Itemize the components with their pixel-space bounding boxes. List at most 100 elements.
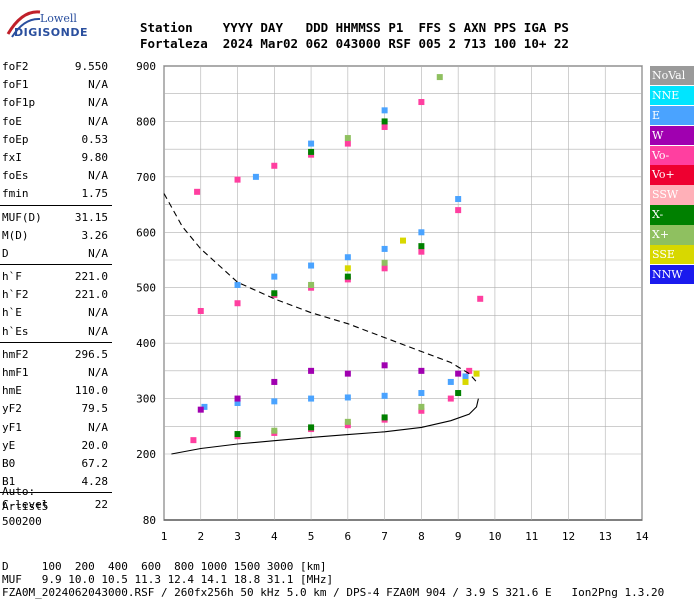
param-value: N/A: [88, 306, 108, 320]
data-point-e: [234, 281, 241, 288]
data-point-e: [308, 140, 315, 147]
param-key: B0: [2, 456, 16, 470]
chart-marks: [190, 74, 484, 444]
x-tick-label: 8: [418, 530, 425, 543]
param-key: fmin: [2, 187, 29, 201]
param-value: 0.53: [81, 132, 109, 146]
param-value: 1.75: [81, 187, 109, 201]
param-value: 296.5: [74, 347, 108, 361]
footer-line2: MUF 9.9 10.0 10.5 11.3 12.4 14.1 18.8 31…: [2, 573, 334, 586]
param-value: 221.0: [74, 270, 108, 284]
data-point-e: [462, 373, 469, 380]
param-value: N/A: [88, 78, 108, 92]
data-point-e: [344, 254, 351, 261]
y-tick-label: 80: [143, 514, 156, 527]
data-point-e: [271, 273, 278, 280]
legend-item-w: W: [650, 125, 694, 146]
footer-line1: D 100 200 400 600 800 1000 1500 3000 [km…: [2, 560, 327, 573]
data-point-x: [308, 148, 315, 155]
param-row: hmE 110.0: [0, 382, 112, 400]
data-point-x: [381, 118, 388, 125]
legend-item-vo: Vo+: [650, 165, 694, 185]
param-key: B1: [2, 475, 16, 489]
data-point-x: [418, 243, 425, 250]
data-point-vo: [466, 367, 473, 374]
plot-frame: [163, 65, 643, 521]
param-key: hmF1: [2, 366, 29, 379]
param-key: hmF2: [2, 347, 29, 361]
param-key: foE: [2, 114, 22, 128]
param-row: hmF2 296.5: [0, 346, 112, 364]
param-row: yF2 79.5: [0, 400, 112, 418]
data-point-e: [252, 173, 259, 180]
data-point-x: [344, 135, 351, 142]
solid-curve: [171, 398, 479, 455]
param-row: foE N/A: [0, 113, 112, 131]
param-value: 22: [94, 498, 108, 512]
footer: D 100 200 400 600 800 1000 1500 3000 [km…: [2, 560, 664, 599]
param-row: fxI 9.80: [0, 149, 112, 167]
x-tick-label: 10: [488, 530, 501, 543]
x-tick-label: 11: [525, 530, 538, 543]
x-tick-label: 6: [345, 530, 352, 543]
param-row: hmF1 N/A: [0, 364, 112, 382]
legend-item-sse: SSE: [650, 245, 694, 265]
data-point-vo: [234, 300, 241, 307]
logo: Lowell DIGISONDE: [4, 4, 124, 40]
param-value: 31.15: [74, 210, 108, 224]
y-tick-label: 400: [136, 337, 156, 350]
data-point-vo: [344, 140, 351, 147]
param-row: h`E N/A: [0, 304, 112, 322]
legend-item-nnw: NNW: [650, 264, 694, 285]
y-tick-label: 300: [136, 393, 156, 406]
data-point-x: [344, 273, 351, 280]
data-point-w: [308, 367, 315, 374]
param-value: N/A: [88, 114, 108, 128]
data-point-w: [344, 370, 351, 377]
param-row: foF1p N/A: [0, 94, 112, 112]
param-value: N/A: [88, 246, 108, 260]
param-value: N/A: [88, 96, 108, 110]
param-divider: [0, 341, 112, 346]
param-value: N/A: [88, 420, 108, 434]
data-point-vo: [418, 99, 425, 106]
param-key: h`E: [2, 306, 22, 320]
data-point-vo: [418, 407, 425, 414]
param-row: MUF(D) 31.15: [0, 209, 112, 227]
data-point-e: [447, 378, 454, 385]
data-point-x: [271, 290, 278, 297]
data-point-w: [381, 362, 388, 369]
data-point-vo: [190, 437, 197, 444]
data-point-w: [234, 395, 241, 402]
auto-line1: Auto:: [2, 485, 36, 498]
param-key: C-level: [2, 498, 49, 512]
param-key: h`F: [2, 270, 22, 284]
data-point-w: [455, 370, 462, 377]
param-row: foEs N/A: [0, 167, 112, 185]
legend-item-vo: Vo-: [650, 145, 694, 165]
y-tick-label: 700: [136, 171, 156, 184]
x-tick-label: 9: [455, 530, 462, 543]
param-value: N/A: [88, 366, 108, 379]
data-point-vo: [271, 162, 278, 169]
data-point-vo: [344, 422, 351, 429]
data-point-x: [381, 414, 388, 421]
header-row1: Station YYYY DAY DDD HHMMSS P1 FFS S AXN…: [140, 20, 569, 35]
data-point-x: [344, 418, 351, 425]
data-point-x: [436, 74, 443, 81]
parameter-panel: foF2 9.550 foF1 N/A foF1p N/A foE N/A foEp 0.53 fx…: [0, 58, 112, 515]
param-value: N/A: [88, 324, 108, 338]
param-row: h`Es N/A: [0, 323, 112, 341]
param-value: 4.28: [81, 475, 109, 489]
data-point-sse: [400, 237, 406, 244]
param-row: foEp 0.53: [0, 131, 112, 149]
data-point-e: [234, 400, 241, 407]
param-value: N/A: [88, 169, 108, 183]
param-key: h`Es: [2, 324, 29, 338]
param-row: fmin 1.75: [0, 185, 112, 203]
legend-item-ssw: SSW: [650, 185, 694, 205]
param-value: 221.0: [74, 288, 108, 302]
param-row: foF2 9.550: [0, 58, 112, 76]
param-key: foEs: [2, 169, 29, 183]
